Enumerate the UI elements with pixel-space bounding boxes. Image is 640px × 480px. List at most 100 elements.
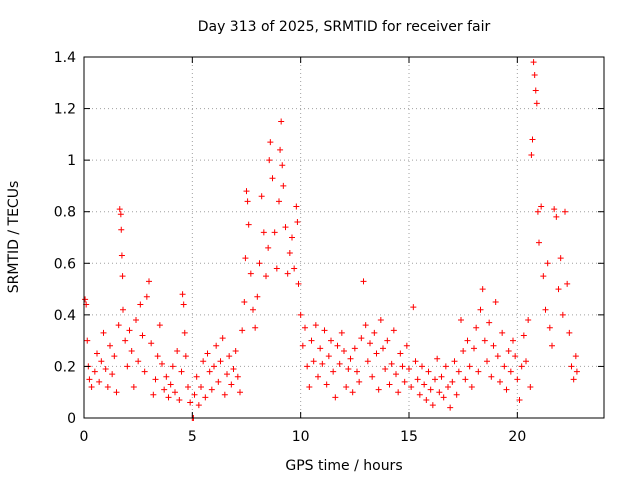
data-point xyxy=(397,350,404,357)
data-point xyxy=(232,347,239,354)
data-point xyxy=(148,340,155,347)
data-point xyxy=(118,226,125,233)
data-point xyxy=(334,342,341,349)
data-point xyxy=(181,329,188,336)
data-point xyxy=(494,353,501,360)
data-point xyxy=(102,366,109,373)
y-tick-label: 0 xyxy=(67,411,76,427)
data-point xyxy=(174,347,181,354)
data-point xyxy=(116,206,123,213)
data-point xyxy=(518,363,525,370)
data-point xyxy=(254,293,261,300)
data-point xyxy=(423,396,430,403)
data-point xyxy=(570,376,577,383)
data-point xyxy=(568,363,575,370)
data-point xyxy=(473,324,480,331)
data-point xyxy=(258,193,265,200)
data-point xyxy=(247,270,254,277)
data-point xyxy=(436,389,443,396)
data-point xyxy=(284,270,291,277)
data-point xyxy=(460,347,467,354)
data-point xyxy=(286,249,293,256)
data-point xyxy=(321,327,328,334)
data-point xyxy=(564,280,571,287)
data-point xyxy=(479,286,486,293)
axis-ticks: 0 0.2 0.4 0.6 0.8 1 1.2 1.4 0 5 10 15 20 xyxy=(54,50,604,445)
data-point xyxy=(295,280,302,287)
data-point xyxy=(143,293,150,300)
data-point xyxy=(226,353,233,360)
data-point xyxy=(228,381,235,388)
x-tick-label: 10 xyxy=(292,429,310,445)
data-point xyxy=(534,208,541,215)
data-point xyxy=(332,394,339,401)
data-point xyxy=(180,301,187,308)
data-point xyxy=(208,386,215,393)
data-point xyxy=(468,384,475,391)
data-point xyxy=(294,219,301,226)
data-point xyxy=(271,229,278,236)
y-tick-label: 0.8 xyxy=(54,205,76,221)
data-point xyxy=(419,363,425,370)
data-point xyxy=(555,286,562,293)
data-point xyxy=(141,368,148,375)
data-point xyxy=(200,358,207,365)
data-point xyxy=(373,350,380,357)
data-point xyxy=(382,366,389,373)
data-point xyxy=(126,327,133,334)
x-tick-label: 20 xyxy=(508,429,526,445)
data-point xyxy=(349,389,356,396)
x-axis-label: GPS time / hours xyxy=(285,458,402,474)
data-point xyxy=(317,345,324,352)
data-point xyxy=(516,396,523,403)
data-point xyxy=(531,72,538,79)
data-point xyxy=(338,329,345,336)
data-point xyxy=(96,378,103,385)
data-point xyxy=(477,306,484,313)
data-point xyxy=(447,404,454,411)
data-point xyxy=(308,337,315,344)
data-point xyxy=(527,384,534,391)
y-axis-label: SRMTID / TECUs xyxy=(6,181,22,294)
data-point xyxy=(130,384,137,391)
data-point xyxy=(124,363,131,370)
data-point xyxy=(84,337,91,344)
data-point xyxy=(137,301,144,308)
data-point xyxy=(178,368,185,375)
x-tick-label: 5 xyxy=(188,429,197,445)
data-point xyxy=(135,358,142,365)
data-point xyxy=(466,363,473,370)
data-point xyxy=(440,394,447,401)
data-point xyxy=(484,358,490,365)
data-point xyxy=(263,273,269,280)
y-tick-label: 1 xyxy=(67,153,76,169)
data-points xyxy=(82,59,580,421)
data-point xyxy=(507,368,514,375)
data-point xyxy=(499,329,506,336)
data-point xyxy=(354,368,360,375)
data-point xyxy=(488,373,495,380)
data-point xyxy=(345,366,352,373)
data-point xyxy=(224,371,230,378)
data-point xyxy=(219,335,226,342)
data-point xyxy=(213,342,220,349)
data-point xyxy=(100,329,107,336)
data-point xyxy=(501,363,508,370)
data-point xyxy=(532,87,539,94)
data-point xyxy=(156,322,163,329)
data-point xyxy=(159,360,165,367)
data-point xyxy=(206,368,213,375)
data-point xyxy=(367,340,373,347)
data-point xyxy=(572,353,579,360)
data-point xyxy=(536,239,542,246)
data-point xyxy=(330,368,337,375)
x-tick-label: 15 xyxy=(400,429,418,445)
chart-title: Day 313 of 2025, SRMTID for receiver fai… xyxy=(198,19,491,35)
data-point xyxy=(187,399,194,406)
data-point xyxy=(185,384,191,391)
data-point xyxy=(364,358,371,365)
data-point xyxy=(486,319,493,326)
data-point xyxy=(403,342,410,349)
data-point xyxy=(241,298,248,305)
